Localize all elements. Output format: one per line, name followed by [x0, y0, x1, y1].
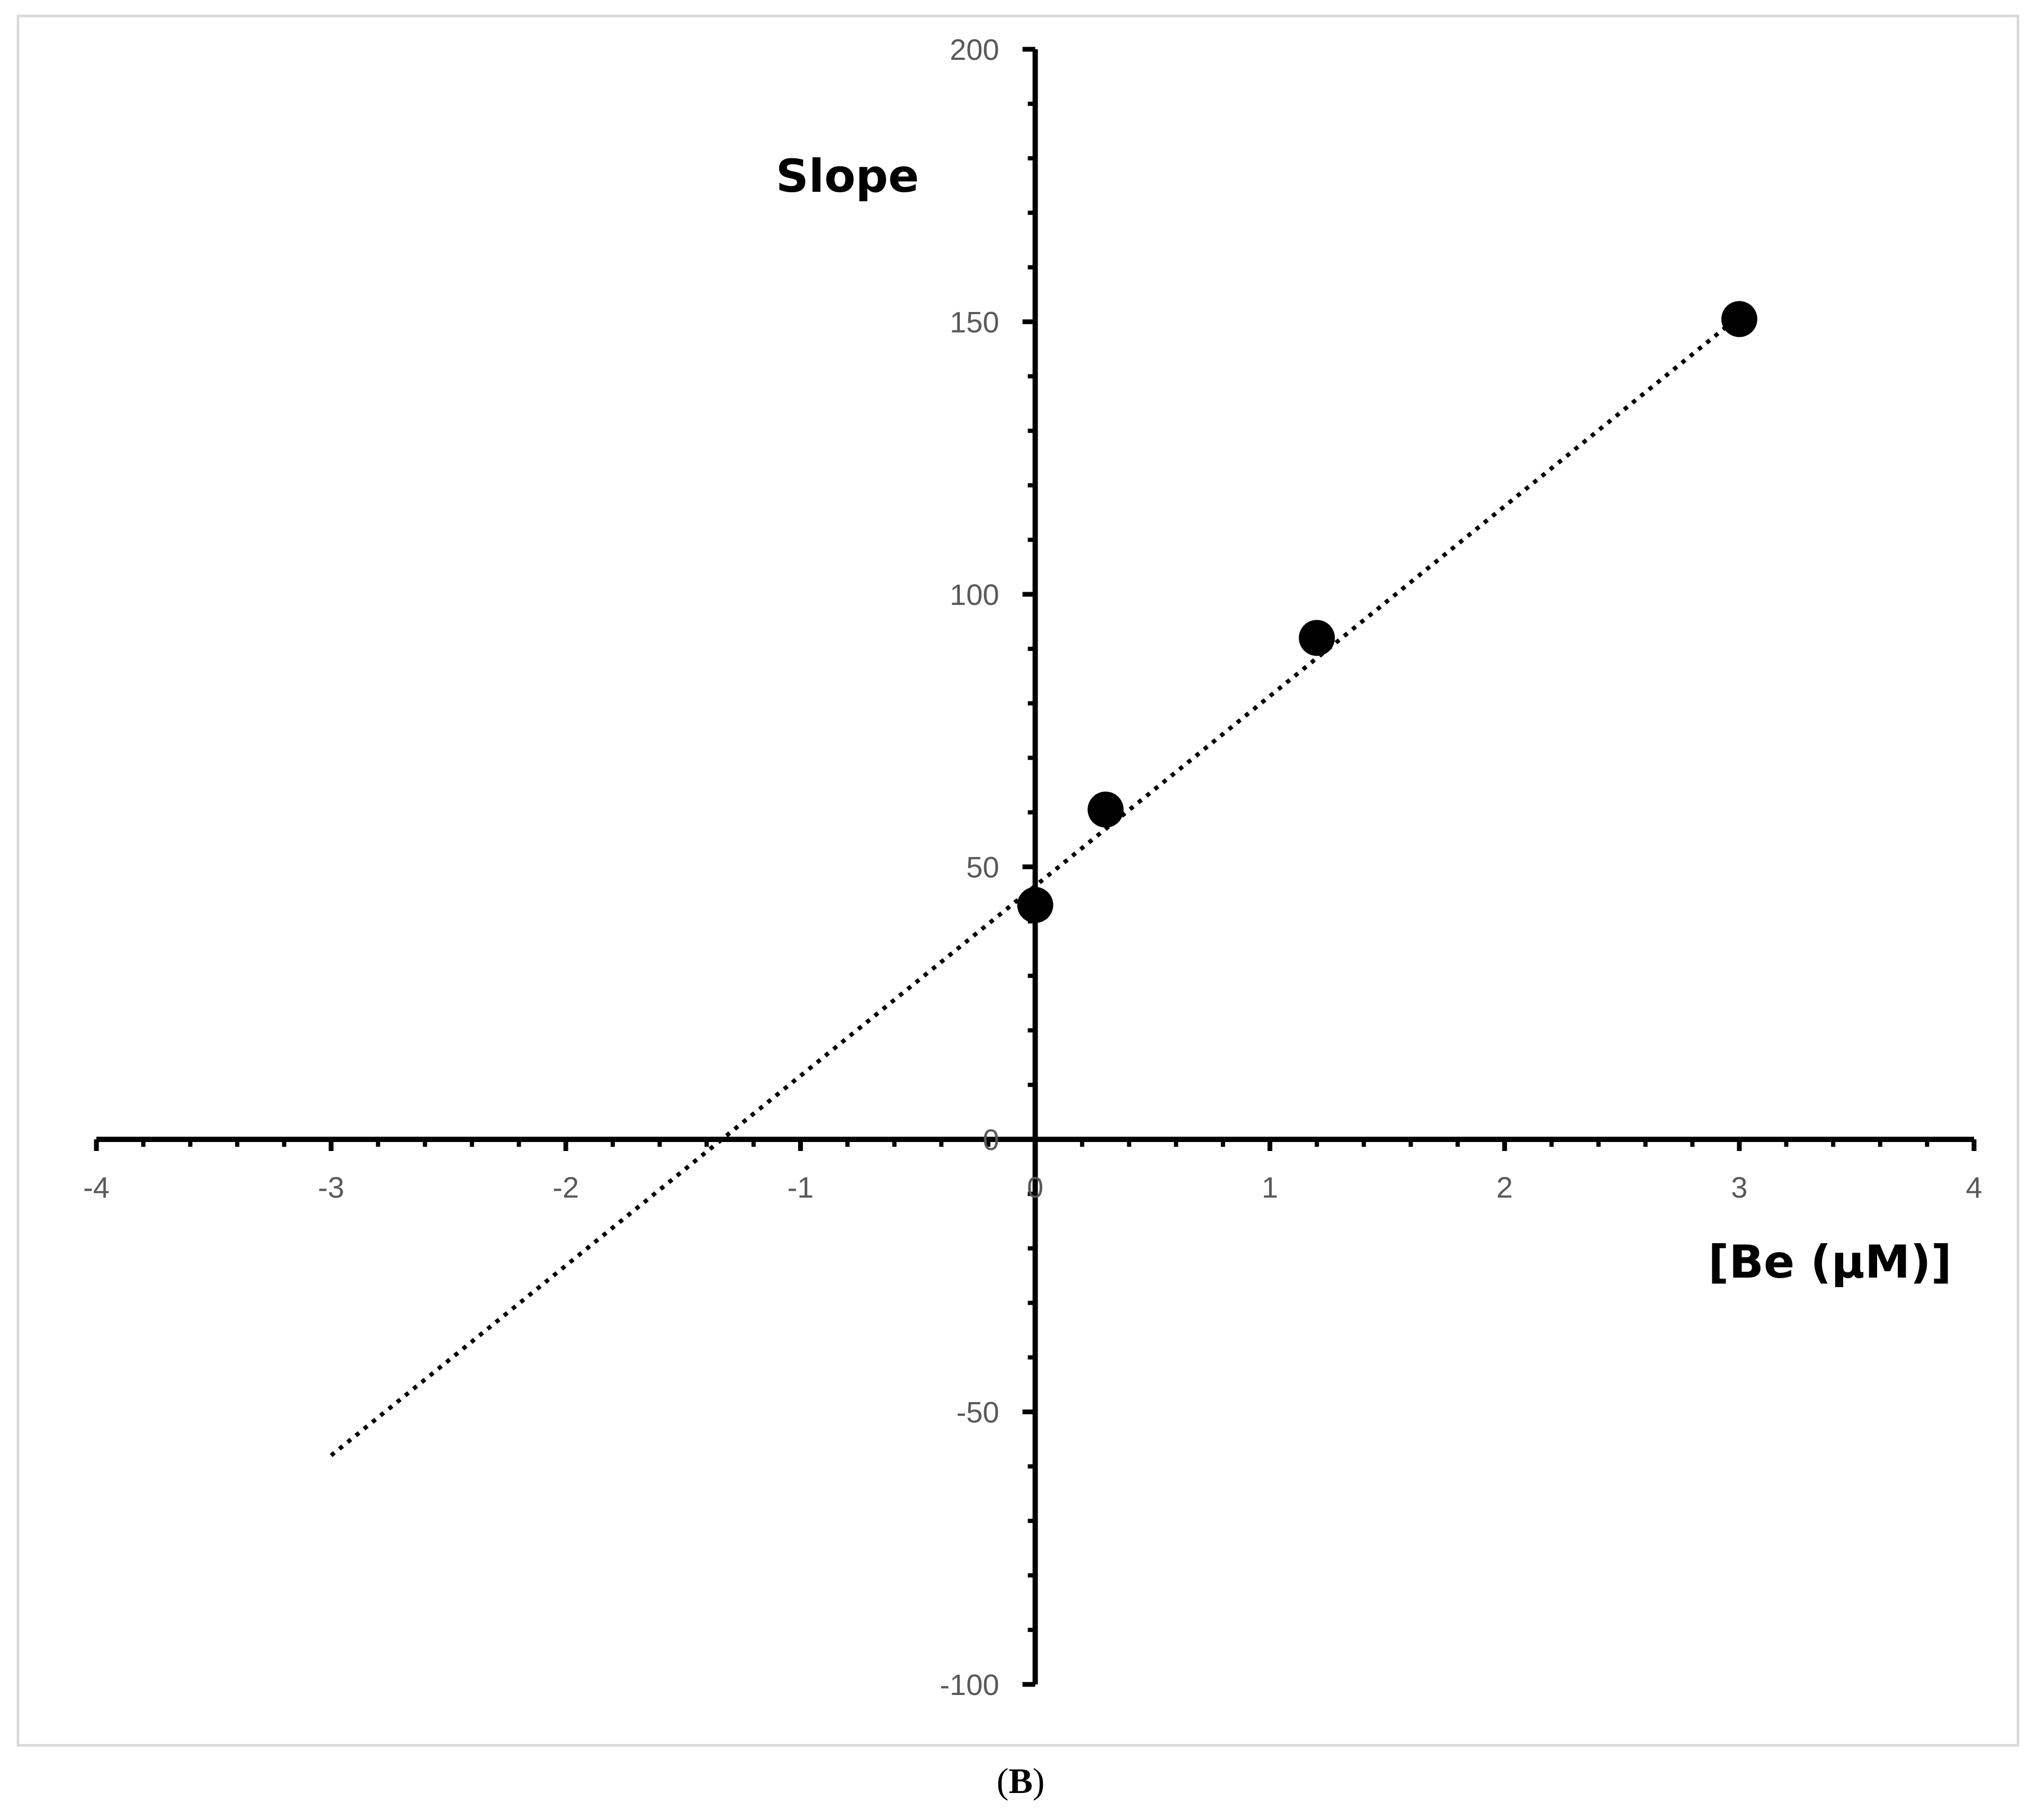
y-axis-title: Slope [776, 150, 919, 203]
y-tick-label: 200 [950, 33, 999, 66]
chart-frame [16, 14, 2020, 1747]
panel-letter: B [1008, 1761, 1032, 1801]
x-axis-title: [Be (µM)] [1708, 1236, 1952, 1289]
x-tick-label: -1 [787, 1171, 814, 1204]
plot-area: -4 -3 -2 -1 0 1 2 3 4 -100 -50 0 50 100 150 200 [83, 33, 1982, 1701]
data-point [1017, 887, 1053, 923]
y-tick-label: 150 [950, 306, 999, 339]
x-tick-label: -4 [83, 1171, 110, 1204]
x-tick-label: 1 [1262, 1171, 1278, 1204]
x-tick-label: 2 [1496, 1171, 1513, 1204]
x-tick-label: -2 [552, 1171, 579, 1204]
y-tick-label: -100 [940, 1668, 999, 1701]
data-point [1721, 301, 1757, 337]
panel-label: (B) [997, 1761, 1045, 1801]
x-tick-label: -3 [318, 1171, 344, 1204]
y-tick-label: 0 [983, 1123, 999, 1156]
y-tick-label: -50 [957, 1396, 999, 1429]
data-point [1087, 791, 1124, 828]
data-point [1299, 620, 1335, 656]
x-tick-label: 3 [1731, 1171, 1747, 1204]
x-tick-label: 0 [1027, 1171, 1043, 1204]
y-tick-label: 50 [966, 851, 999, 884]
y-tick-label: 100 [950, 578, 999, 611]
x-tick-label: 4 [1966, 1171, 1982, 1204]
